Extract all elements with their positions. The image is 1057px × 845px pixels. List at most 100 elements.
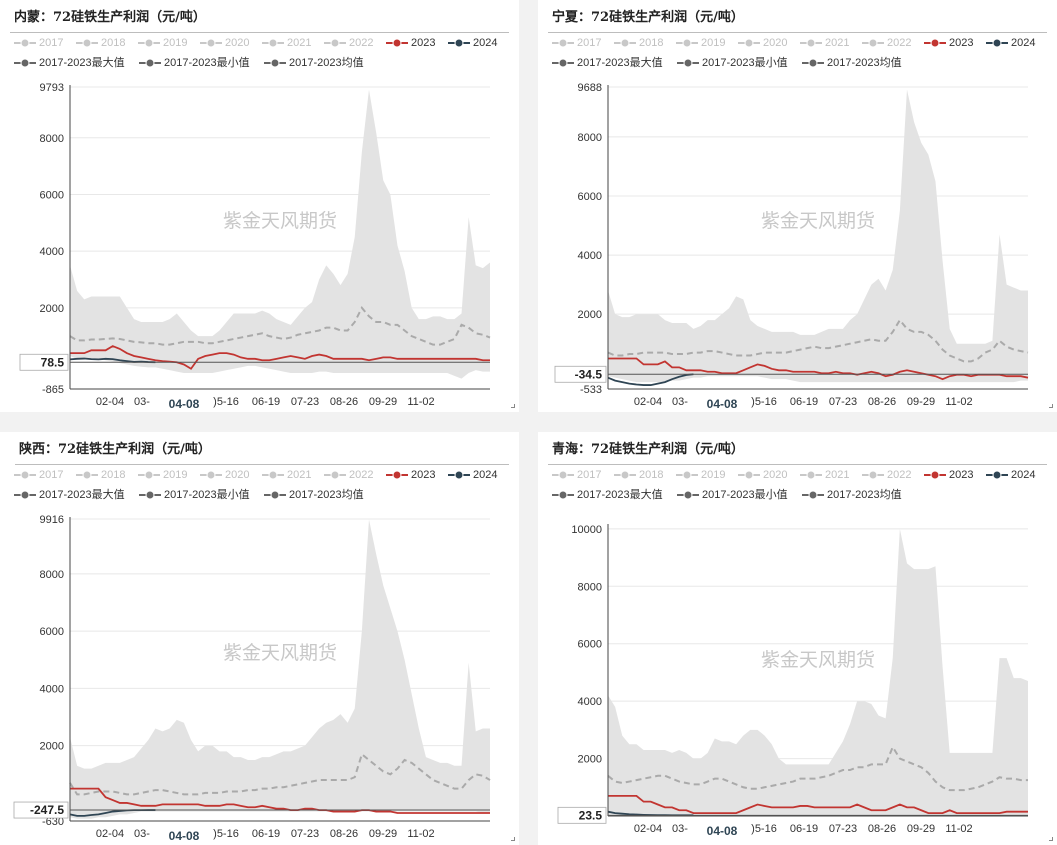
x-tick-label: 06-19: [790, 396, 818, 408]
y-tick-label: 2000: [578, 309, 602, 321]
legend-label: 2020: [225, 469, 250, 481]
legend-item-2023[interactable]: 2023: [924, 467, 973, 483]
legend-item-2023[interactable]: 2023: [386, 35, 435, 51]
legend-marker-icon: [676, 38, 698, 48]
x-tick-label: 03-: [672, 823, 688, 835]
legend-item-2017-2023[interactable]: 2017-2023最小值: [677, 55, 788, 71]
max-min-band: [608, 89, 1028, 383]
legend-item-2021[interactable]: 2021: [262, 35, 311, 51]
resize-handle-icon[interactable]: [511, 404, 515, 408]
legend-item-2020[interactable]: 2020: [738, 467, 787, 483]
legend-marker-icon: [14, 490, 36, 500]
max-min-band: [70, 519, 490, 819]
x-tick-label: 06-19: [790, 823, 818, 835]
legend-item-2017-2023[interactable]: 2017-2023均值: [264, 487, 364, 503]
legend-item-2022[interactable]: 2022: [862, 35, 911, 51]
legend-item-2017[interactable]: 2017: [14, 467, 63, 483]
x-tick-label: 09-29: [369, 828, 397, 840]
current-value-label: 78.5: [41, 355, 65, 369]
legend-item-2022[interactable]: 2022: [324, 467, 373, 483]
legend-marker-icon: [677, 58, 699, 68]
legend-item-2019[interactable]: 2019: [138, 35, 187, 51]
resize-handle-icon[interactable]: [1049, 837, 1053, 841]
legend-item-2017-2023[interactable]: 2017-2023最小值: [677, 487, 788, 503]
legend-item-2023[interactable]: 2023: [924, 35, 973, 51]
legend-item-2023[interactable]: 2023: [386, 467, 435, 483]
legend-label: 2024: [473, 37, 498, 49]
legend-item-2017-2023[interactable]: 2017-2023均值: [802, 55, 902, 71]
legend-marker-icon: [800, 470, 822, 480]
legend-label: 2021: [287, 37, 312, 49]
chart-title: 内蒙：72硅铁生产利润（元/吨）: [14, 10, 206, 25]
legend-item-2018[interactable]: 2018: [614, 467, 663, 483]
legend-item-2018[interactable]: 2018: [614, 35, 663, 51]
legend-item-2019[interactable]: 2019: [676, 35, 725, 51]
y-tick-label: 6000: [40, 189, 64, 201]
y-tick-label: 8000: [40, 569, 64, 581]
legend-item-2017-2023[interactable]: 2017-2023最大值: [552, 487, 663, 503]
legend-item-2024[interactable]: 2024: [448, 467, 497, 483]
legend-item-2020[interactable]: 2020: [738, 35, 787, 51]
y-tick-label: 2000: [40, 741, 64, 753]
legend-marker-icon: [76, 38, 98, 48]
legend-item-2017-2023[interactable]: 2017-2023最大值: [552, 55, 663, 71]
legend-label: 2018: [639, 469, 664, 481]
legend-label: 2017-2023最大值: [577, 57, 663, 69]
current-value-label: -247.5: [30, 803, 64, 817]
legend-item-2024[interactable]: 2024: [448, 35, 497, 51]
x-tick-label: 03-: [672, 396, 688, 408]
legend-item-2021[interactable]: 2021: [262, 467, 311, 483]
legend-label: 2023: [949, 37, 974, 49]
legend-marker-icon: [386, 470, 408, 480]
series-2024-line: [69, 357, 156, 364]
legend-label: 2017-2023最大值: [39, 57, 125, 69]
y-tick-label: 4000: [40, 683, 64, 695]
legend-label: 2017-2023均值: [289, 489, 364, 501]
chart-plot-neimenggu: 紫金天风期货 9793 8000 6000 4000 2000 -865 78.5 02-04 0…: [19, 82, 491, 411]
legend-item-2017[interactable]: 2017: [14, 35, 63, 51]
legend-item-2020[interactable]: 2020: [200, 35, 249, 51]
legend-item-2018[interactable]: 2018: [76, 467, 125, 483]
resize-handle-icon[interactable]: [1049, 404, 1053, 408]
legend-item-2018[interactable]: 2018: [76, 35, 125, 51]
legend-item-2017[interactable]: 2017: [552, 467, 601, 483]
x-tick-label: 02-04: [96, 396, 124, 408]
legend-item-2024[interactable]: 2024: [986, 35, 1035, 51]
legend-label: 2023: [411, 469, 436, 481]
y-tick-label: -865: [42, 384, 64, 396]
y-tick-label: 2000: [578, 754, 602, 766]
legend-item-2022[interactable]: 2022: [324, 35, 373, 51]
legend-label: 2022: [887, 37, 912, 49]
legend-marker-icon: [138, 470, 160, 480]
y-tick-label: 2000: [40, 303, 64, 315]
legend-item-2017-2023[interactable]: 2017-2023均值: [264, 55, 364, 71]
legend-item-2017-2023[interactable]: 2017-2023均值: [802, 487, 902, 503]
legend-marker-icon: [614, 38, 636, 48]
legend-marker-icon: [862, 38, 884, 48]
watermark-text: 紫金天风期货: [761, 649, 875, 671]
legend-item-2022[interactable]: 2022: [862, 467, 911, 483]
legend-label: 2017: [39, 37, 64, 49]
legend-item-2017-2023[interactable]: 2017-2023最大值: [14, 55, 125, 71]
legend-marker-icon: [614, 470, 636, 480]
legend-item-2020[interactable]: 2020: [200, 467, 249, 483]
legend-marker-icon: [552, 58, 574, 68]
legend-marker-icon: [924, 38, 946, 48]
legend-item-2017-2023[interactable]: 2017-2023最小值: [139, 487, 250, 503]
title-divider: [10, 32, 509, 33]
y-tick-label: 8000: [578, 581, 602, 593]
x-tick-label: )5-16: [213, 828, 239, 840]
legend-item-2017-2023[interactable]: 2017-2023最大值: [14, 487, 125, 503]
legend-item-2017-2023[interactable]: 2017-2023最小值: [139, 55, 250, 71]
legend-item-2021[interactable]: 2021: [800, 35, 849, 51]
max-min-band: [608, 528, 1028, 816]
legend-item-2017[interactable]: 2017: [552, 35, 601, 51]
legend-marker-icon: [924, 470, 946, 480]
resize-handle-icon[interactable]: [511, 837, 515, 841]
legend-item-2019[interactable]: 2019: [676, 467, 725, 483]
legend-item-2019[interactable]: 2019: [138, 467, 187, 483]
legend-item-2024[interactable]: 2024: [986, 467, 1035, 483]
legend-item-2021[interactable]: 2021: [800, 467, 849, 483]
legend-label: 2024: [473, 469, 498, 481]
legend-marker-icon: [14, 58, 36, 68]
